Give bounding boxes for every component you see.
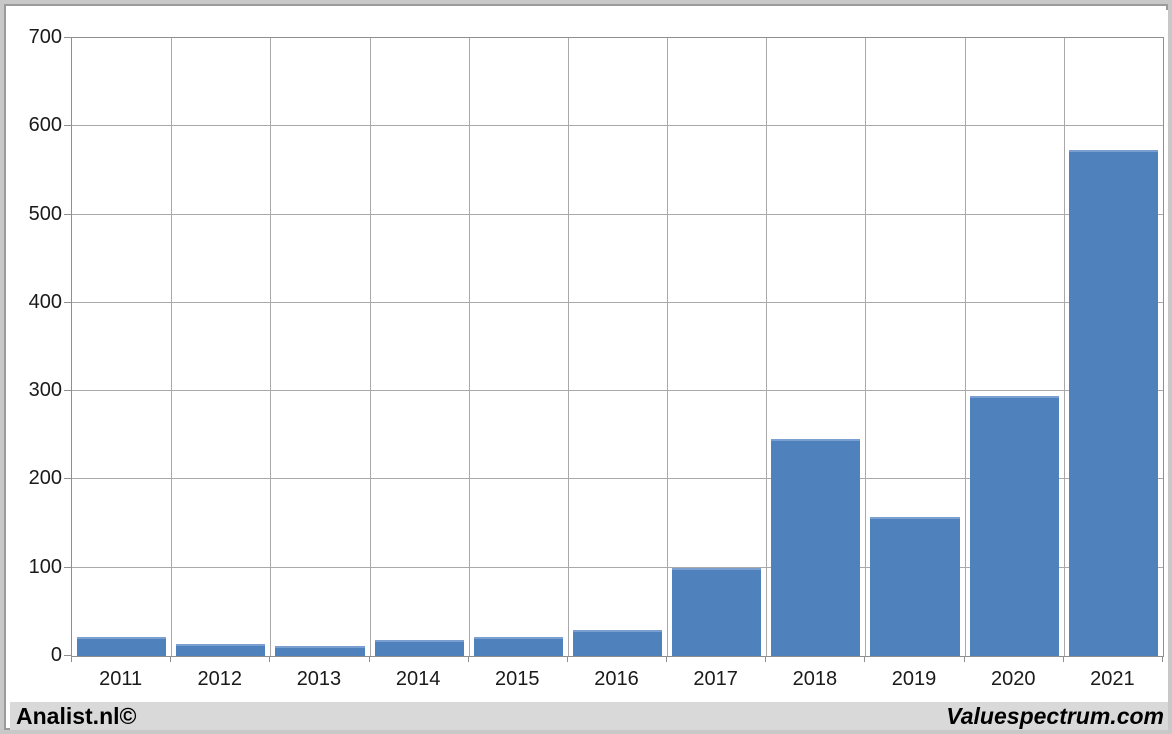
y-label-700: 700 (28, 26, 62, 48)
h-gridline-500 (72, 213, 1163, 215)
h-gridline-300 (72, 390, 1163, 392)
x-tick-11 (1162, 656, 1163, 662)
x-label-2021: 2021 (1090, 668, 1135, 690)
x-axis: 2011 2012 2013 2014 2015 2016 2017 2018 2019 2020… (71, 662, 1163, 696)
x-label-2018: 2018 (792, 668, 838, 690)
bar-2019 (870, 516, 960, 656)
x-label-2012: 2012 (197, 668, 243, 690)
x-tick-7 (765, 656, 767, 662)
v-gridline-9 (964, 38, 966, 656)
x-label-2017: 2017 (693, 668, 738, 690)
x-label-2016: 2016 (594, 668, 639, 690)
x-tick-4 (467, 656, 469, 662)
x-label-2011: 2011 (99, 668, 143, 690)
x-tick-8 (864, 656, 866, 662)
y-label-600: 600 (28, 114, 62, 137)
x-tick-3 (368, 656, 370, 662)
v-gridline-6 (667, 38, 669, 656)
x-tick-9 (963, 656, 965, 662)
v-gridline-8 (865, 38, 867, 656)
y-tick-200 (64, 478, 71, 480)
bar-2014 (374, 640, 464, 656)
bar-2013 (275, 646, 365, 656)
h-gridline-100 (72, 566, 1163, 568)
y-tick-700 (64, 37, 71, 38)
v-gridline-2 (270, 38, 272, 656)
chart-canvas: 0 100 200 300 400 500 600 700 2011 2012 2013 2014 2… (10, 10, 1168, 730)
bar-2011 (77, 637, 167, 656)
x-tick-0 (71, 656, 72, 662)
v-gridline-4 (468, 38, 470, 656)
source-left-label: Analist.nl© (16, 702, 137, 729)
x-label-2019: 2019 (891, 668, 937, 690)
y-tick-0 (64, 655, 71, 656)
y-label-500: 500 (28, 202, 62, 225)
bar-2016 (572, 629, 663, 656)
x-tick-6 (666, 656, 668, 662)
x-tick-1 (170, 656, 172, 662)
plot-area (71, 37, 1164, 657)
v-gridline-1 (171, 38, 173, 656)
v-gridline-3 (369, 38, 371, 656)
y-tick-300 (64, 390, 71, 392)
y-label-200: 200 (28, 467, 62, 490)
y-axis: 0 100 200 300 400 500 600 700 (10, 26, 62, 666)
x-label-2020: 2020 (990, 668, 1036, 690)
y-tick-400 (64, 301, 71, 303)
source-right-label: Valuespectrum.com (946, 702, 1164, 729)
x-tick-2 (269, 656, 271, 662)
h-gridline-400 (72, 301, 1163, 303)
v-gridline-5 (567, 38, 569, 656)
x-label-2015: 2015 (495, 668, 540, 690)
bar-2015 (473, 637, 563, 656)
y-label-400: 400 (28, 290, 62, 313)
h-gridline-600 (72, 125, 1163, 127)
y-label-300: 300 (28, 379, 62, 402)
x-axis-ticks (71, 656, 1163, 662)
x-tick-10 (1062, 656, 1064, 662)
h-gridline-200 (72, 478, 1163, 480)
v-gridline-10 (1063, 38, 1065, 656)
y-label-0: 0 (50, 644, 62, 666)
y-tick-100 (64, 566, 71, 568)
v-gridline-7 (766, 38, 768, 656)
bar-2018 (771, 438, 861, 656)
x-tick-5 (566, 656, 568, 662)
x-label-2013: 2013 (296, 668, 342, 690)
attribution-bar: Analist.nl© Valuespectrum.com (10, 702, 1168, 730)
bar-2020 (969, 396, 1059, 656)
bar-2012 (176, 643, 266, 656)
bar-2017 (672, 567, 762, 656)
y-tick-600 (64, 125, 71, 127)
y-tick-500 (64, 213, 71, 215)
bar-2021 (1068, 150, 1158, 656)
y-label-100: 100 (28, 555, 62, 578)
x-label-2014: 2014 (395, 668, 441, 690)
